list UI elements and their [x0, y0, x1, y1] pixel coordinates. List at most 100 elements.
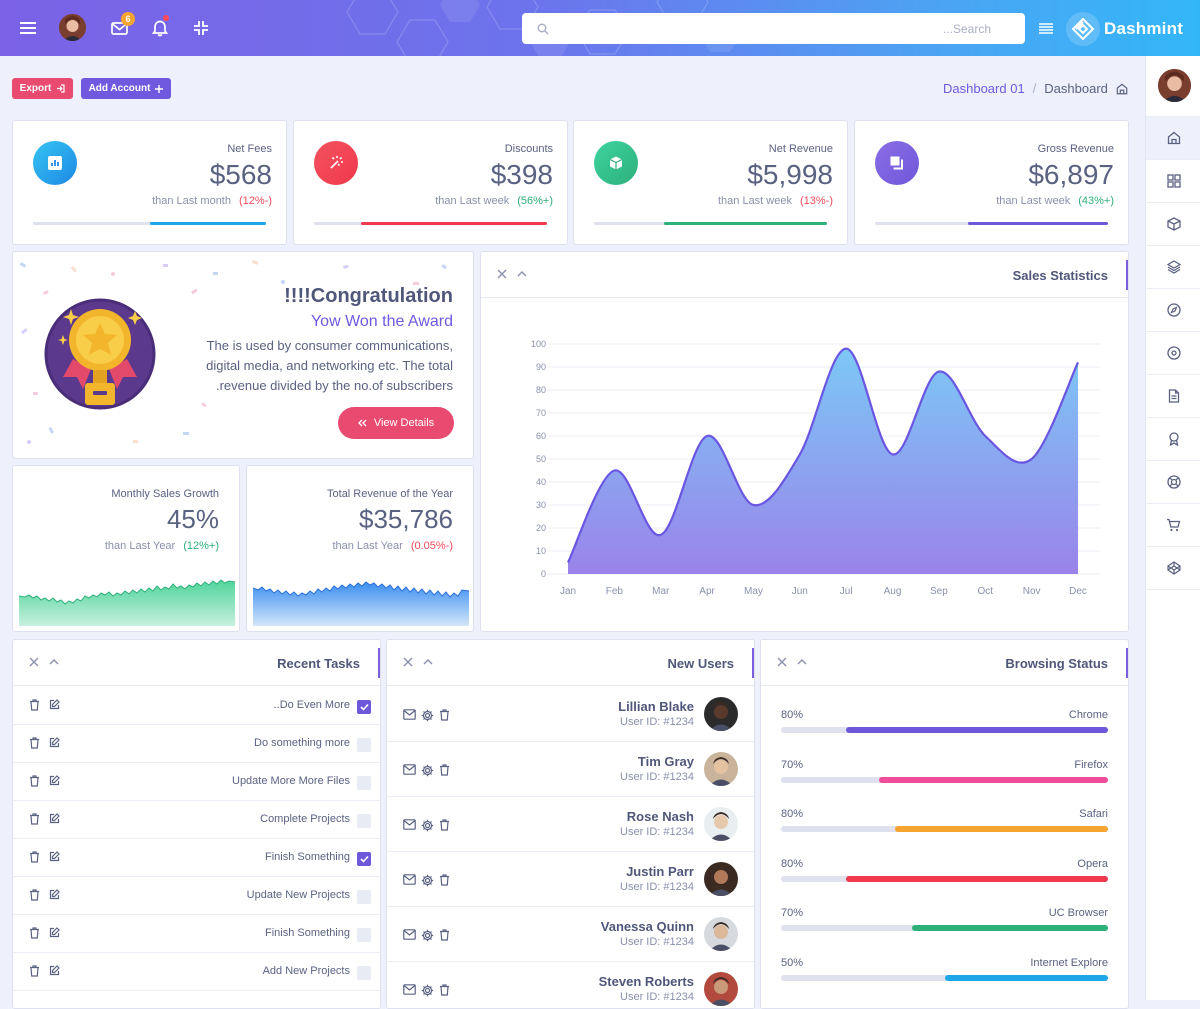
trash-icon[interactable]	[439, 709, 450, 721]
task-row: ..Do Even More	[13, 687, 380, 725]
brand-name[interactable]: Dashmint	[1104, 19, 1184, 38]
close-icon[interactable]	[29, 657, 39, 667]
menu-toggle-button[interactable]	[14, 14, 42, 42]
mini-label: Total Revenue of the Year	[327, 488, 453, 500]
user-avatar[interactable]	[704, 697, 738, 731]
export-button[interactable]: Export	[12, 78, 73, 99]
task-checkbox[interactable]	[357, 776, 371, 790]
sidebar-item-compass[interactable]	[1146, 289, 1200, 332]
settings-icon[interactable]	[421, 709, 434, 722]
user-avatar[interactable]	[704, 752, 738, 786]
user-name[interactable]: Justin Parr	[626, 864, 694, 879]
user-avatar[interactable]	[704, 917, 738, 951]
breadcrumb-parent[interactable]: Dashboard	[1044, 81, 1108, 96]
list-menu-button[interactable]	[1032, 14, 1060, 42]
edit-icon[interactable]	[49, 889, 60, 900]
user-name[interactable]: Lillian Blake	[618, 699, 694, 714]
trash-icon[interactable]	[29, 851, 40, 863]
trash-icon[interactable]	[29, 965, 40, 977]
task-label: ..Do Even More	[273, 699, 350, 711]
user-avatar[interactable]	[704, 972, 738, 1006]
edit-icon[interactable]	[49, 699, 60, 710]
sidebar-item-cart[interactable]	[1146, 504, 1200, 547]
task-checkbox[interactable]	[357, 966, 371, 980]
sidebar-item-home[interactable]	[1146, 117, 1200, 160]
settings-icon[interactable]	[421, 819, 434, 832]
add-account-button[interactable]: Add Account	[81, 78, 171, 99]
browser-percent: 50%	[781, 956, 804, 969]
task-checkbox[interactable]	[357, 852, 371, 866]
chevron-up-icon[interactable]	[49, 657, 59, 667]
user-name[interactable]: Steven Roberts	[598, 974, 694, 989]
trash-icon[interactable]	[29, 889, 40, 901]
trash-icon[interactable]	[439, 819, 450, 831]
task-checkbox[interactable]	[357, 814, 371, 828]
mail-button[interactable]	[105, 14, 133, 42]
browser-name: UC Browser	[1048, 907, 1108, 919]
sidebar-item-award[interactable]	[1146, 418, 1200, 461]
chevron-up-icon[interactable]	[423, 657, 433, 667]
edit-icon[interactable]	[49, 927, 60, 938]
mail-icon[interactable]	[403, 764, 416, 775]
edit-icon[interactable]	[49, 775, 60, 786]
user-actions	[403, 929, 450, 942]
stat-progress	[875, 222, 1108, 225]
settings-icon[interactable]	[421, 929, 434, 942]
edit-icon[interactable]	[49, 737, 60, 748]
chart-x-tick-label: Oct	[977, 586, 993, 597]
mail-icon[interactable]	[403, 709, 416, 720]
edit-icon[interactable]	[49, 965, 60, 976]
close-icon[interactable]	[777, 657, 787, 667]
stat-change: (56%+)	[517, 195, 553, 207]
trash-icon[interactable]	[29, 927, 40, 939]
sidebar-item-grid[interactable]	[1146, 160, 1200, 203]
notifications-button[interactable]	[146, 14, 174, 42]
settings-icon[interactable]	[421, 764, 434, 777]
user-name[interactable]: Tim Gray	[637, 754, 694, 769]
settings-icon[interactable]	[421, 874, 434, 887]
trash-icon[interactable]	[29, 775, 40, 787]
plus-icon	[155, 84, 164, 93]
close-icon[interactable]	[497, 269, 507, 279]
sidebar-item-layers[interactable]	[1146, 246, 1200, 289]
user-avatar[interactable]	[59, 14, 86, 41]
mail-icon[interactable]	[403, 819, 416, 830]
task-checkbox[interactable]	[357, 890, 371, 904]
trash-icon[interactable]	[439, 929, 450, 941]
user-avatar[interactable]	[704, 807, 738, 841]
trash-icon[interactable]	[439, 984, 450, 996]
sidebar-item-codepen[interactable]	[1146, 547, 1200, 590]
chevron-up-icon[interactable]	[797, 657, 807, 667]
user-name[interactable]: Rose Nash	[626, 809, 694, 824]
sidebar-item-file[interactable]	[1146, 375, 1200, 418]
mail-icon[interactable]	[403, 929, 416, 940]
settings-icon[interactable]	[421, 984, 434, 997]
sidebar-item-disc[interactable]	[1146, 332, 1200, 375]
trash-icon[interactable]	[29, 813, 40, 825]
sidebar-item-box[interactable]	[1146, 203, 1200, 246]
user-avatar[interactable]	[704, 862, 738, 896]
fullscreen-exit-button[interactable]	[187, 14, 215, 42]
task-actions	[29, 813, 60, 825]
mail-icon[interactable]	[403, 984, 416, 995]
stat-period: than Last week	[435, 195, 510, 207]
task-checkbox[interactable]	[357, 928, 371, 942]
sidebar-avatar[interactable]	[1158, 69, 1191, 102]
browser-progress	[781, 974, 1108, 981]
chevron-up-icon[interactable]	[517, 269, 527, 279]
task-checkbox[interactable]	[357, 738, 371, 752]
trash-icon[interactable]	[29, 699, 40, 711]
edit-icon[interactable]	[49, 851, 60, 862]
user-name[interactable]: Vanessa Quinn	[600, 919, 694, 934]
trash-icon[interactable]	[439, 874, 450, 886]
sidebar-item-support[interactable]	[1146, 461, 1200, 504]
view-details-button[interactable]: View Details	[338, 407, 454, 439]
trash-icon[interactable]	[439, 764, 450, 776]
trash-icon[interactable]	[29, 737, 40, 749]
close-icon[interactable]	[403, 657, 413, 667]
mail-icon[interactable]	[403, 874, 416, 885]
edit-icon[interactable]	[49, 813, 60, 824]
task-checkbox[interactable]	[357, 700, 371, 714]
breadcrumb-current[interactable]: Dashboard 01	[943, 81, 1025, 96]
search-bar[interactable]: ...Search	[522, 13, 1025, 44]
